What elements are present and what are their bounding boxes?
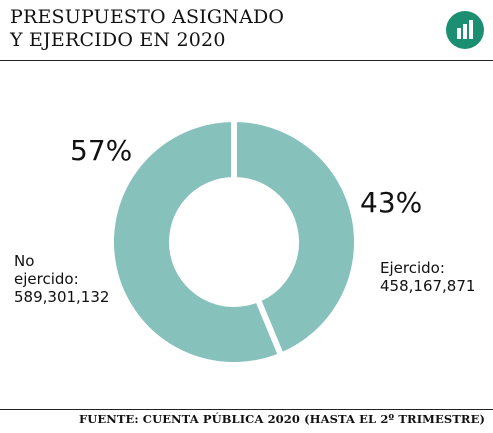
chart-title: PRESUPUESTO ASIGNADO Y EJERCIDO EN 2020 xyxy=(10,6,284,52)
slice-label-ejercido: Ejercido: xyxy=(380,259,445,277)
slice-no-ejercido xyxy=(108,115,286,368)
slice-ejercido xyxy=(231,115,360,360)
slice-label-ejercido-word: ejercido: xyxy=(14,270,79,288)
chart-title-line-1: PRESUPUESTO ASIGNADO xyxy=(10,6,285,28)
percent-label-no-ejercido: 57% xyxy=(70,134,132,167)
header-divider xyxy=(0,60,493,61)
bar-chart-icon xyxy=(457,20,473,39)
percent-label-ejercido: 43% xyxy=(360,186,422,219)
slice-value-ejercido: 458,167,871 xyxy=(380,277,475,295)
slice-label-no: No xyxy=(14,252,34,270)
footer-divider xyxy=(0,409,493,410)
slice-value-no-ejercido: 589,301,132 xyxy=(14,288,109,306)
chart-title-line-2: Y EJERCIDO EN 2020 xyxy=(10,29,226,51)
source-note: FUENTE: CUENTA PÚBLICA 2020 (HASTA EL 2º… xyxy=(78,412,485,426)
logo-badge xyxy=(446,11,484,49)
